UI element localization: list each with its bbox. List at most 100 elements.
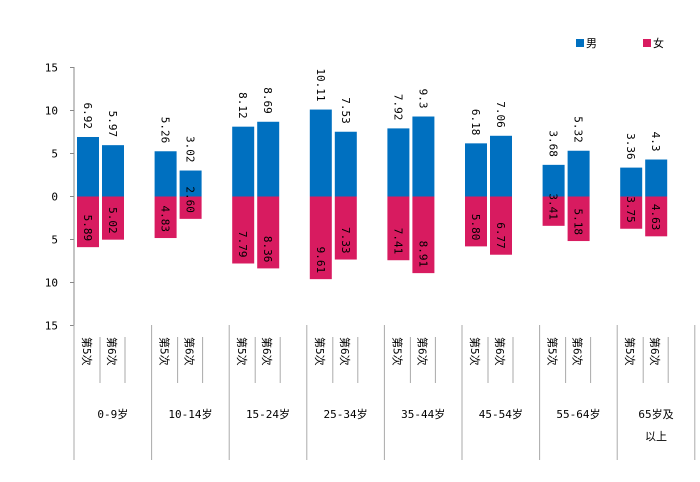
category-label: 65岁及 xyxy=(638,407,673,421)
data-label-male: 6.18 xyxy=(469,109,482,136)
legend-swatch-male xyxy=(576,39,584,47)
y-tick-label: 10 xyxy=(45,277,58,290)
bar-female xyxy=(179,196,202,219)
data-label-female: 5.18 xyxy=(572,209,585,236)
legend-label-female: 女 xyxy=(653,37,664,50)
bar-male xyxy=(542,164,565,197)
data-label-female: 7.41 xyxy=(391,228,404,255)
bar-male xyxy=(490,135,512,197)
data-label-male: 6.92 xyxy=(81,102,94,129)
data-label-female: 4.83 xyxy=(159,206,172,233)
category-label: 15-24岁 xyxy=(246,407,290,421)
y-tick-label: 5 xyxy=(51,148,58,161)
sub-category-label: 第6次 xyxy=(105,337,119,366)
sub-category-label: 第5次 xyxy=(313,337,327,366)
bar-male xyxy=(465,143,487,197)
bar-female xyxy=(102,196,124,240)
bar-female xyxy=(620,196,643,229)
data-label-male: 10.11 xyxy=(314,68,327,101)
sub-category-label: 第5次 xyxy=(546,337,560,366)
bar-female xyxy=(387,196,410,261)
bar-female xyxy=(645,196,668,237)
sub-category-label: 第5次 xyxy=(80,337,94,366)
category-label: 35-44岁 xyxy=(401,407,445,421)
bar-female xyxy=(77,196,99,248)
data-label-male: 5.97 xyxy=(106,111,119,138)
bar-male xyxy=(567,150,590,197)
legend-swatch-female xyxy=(643,39,651,47)
bar-female xyxy=(567,196,590,242)
bar-female xyxy=(309,196,332,280)
bar-male xyxy=(334,131,357,197)
bar-male xyxy=(387,128,410,197)
bar-female xyxy=(334,196,357,260)
y-tick-label: 15 xyxy=(45,62,58,75)
data-label-female: 3.75 xyxy=(624,196,637,223)
bar-male xyxy=(620,167,643,197)
bar-male xyxy=(179,170,202,197)
bar-female xyxy=(232,196,255,264)
sub-category-label: 第6次 xyxy=(493,337,507,366)
sub-category-label: 第5次 xyxy=(235,337,249,366)
data-label-female: 5.80 xyxy=(469,214,482,241)
data-label-male: 7.53 xyxy=(339,97,352,124)
bar-female xyxy=(257,196,280,269)
sub-category-label: 第6次 xyxy=(415,337,429,366)
bar-male xyxy=(232,126,255,197)
data-label-female: 9.61 xyxy=(314,247,327,274)
data-label-female: 4.63 xyxy=(649,204,662,231)
bar-male xyxy=(154,151,177,197)
data-label-female: 6.77 xyxy=(494,222,507,249)
legend-item-female: 女 xyxy=(643,35,664,51)
data-label-male: 8.12 xyxy=(236,92,249,119)
sub-category-label: 第5次 xyxy=(390,337,404,366)
data-label-male: 3.36 xyxy=(624,133,637,160)
bar-male xyxy=(309,109,332,197)
category-label: 0-9岁 xyxy=(97,407,128,421)
sub-category-label: 第5次 xyxy=(158,337,172,366)
sub-category-label: 第5次 xyxy=(623,337,637,366)
data-label-male: 7.92 xyxy=(391,94,404,121)
category-label: 10-14岁 xyxy=(168,407,212,421)
category-label: 55-64岁 xyxy=(556,407,600,421)
data-label-male: 8.69 xyxy=(261,87,274,114)
data-label-female: 7.33 xyxy=(339,227,352,254)
y-tick-label: 15 xyxy=(45,320,58,333)
category-label: 45-54岁 xyxy=(479,407,523,421)
category-label: 25-34岁 xyxy=(324,407,368,421)
bar-male xyxy=(257,121,280,197)
y-tick-label: 0 xyxy=(51,191,58,204)
bar-female xyxy=(542,196,565,226)
bar-female xyxy=(412,196,435,274)
legend-item-male: 男 xyxy=(576,35,597,51)
sub-category-label: 第6次 xyxy=(571,337,585,366)
data-label-male: 4.3 xyxy=(649,132,662,152)
bar-male xyxy=(645,159,668,197)
data-label-female: 5.89 xyxy=(81,215,94,242)
data-label-female: 7.79 xyxy=(236,231,249,258)
bar-male xyxy=(412,116,435,197)
bar-male xyxy=(77,136,99,197)
sub-category-label: 第6次 xyxy=(648,337,662,366)
sub-category-label: 第6次 xyxy=(260,337,274,366)
bar-male xyxy=(102,145,124,197)
y-tick-label: 10 xyxy=(45,105,58,118)
data-label-male: 3.02 xyxy=(184,136,197,163)
data-label-male: 9.3 xyxy=(416,89,429,109)
data-label-female: 2.60 xyxy=(184,186,197,213)
data-label-male: 3.68 xyxy=(547,130,560,157)
data-label-male: 5.32 xyxy=(572,116,585,143)
data-label-female: 8.36 xyxy=(261,236,274,263)
bar-female xyxy=(465,196,487,247)
data-label-female: 5.02 xyxy=(106,207,119,234)
sub-category-label: 第6次 xyxy=(338,337,352,366)
sub-category-label: 第6次 xyxy=(183,337,197,366)
category-label: 以上 xyxy=(645,430,667,443)
data-label-female: 3.41 xyxy=(547,193,560,220)
bar-female xyxy=(490,196,512,255)
data-label-female: 8.91 xyxy=(416,241,429,268)
y-tick-label: 5 xyxy=(51,234,58,247)
legend-label-male: 男 xyxy=(586,37,597,50)
sub-category-label: 第5次 xyxy=(468,337,482,366)
